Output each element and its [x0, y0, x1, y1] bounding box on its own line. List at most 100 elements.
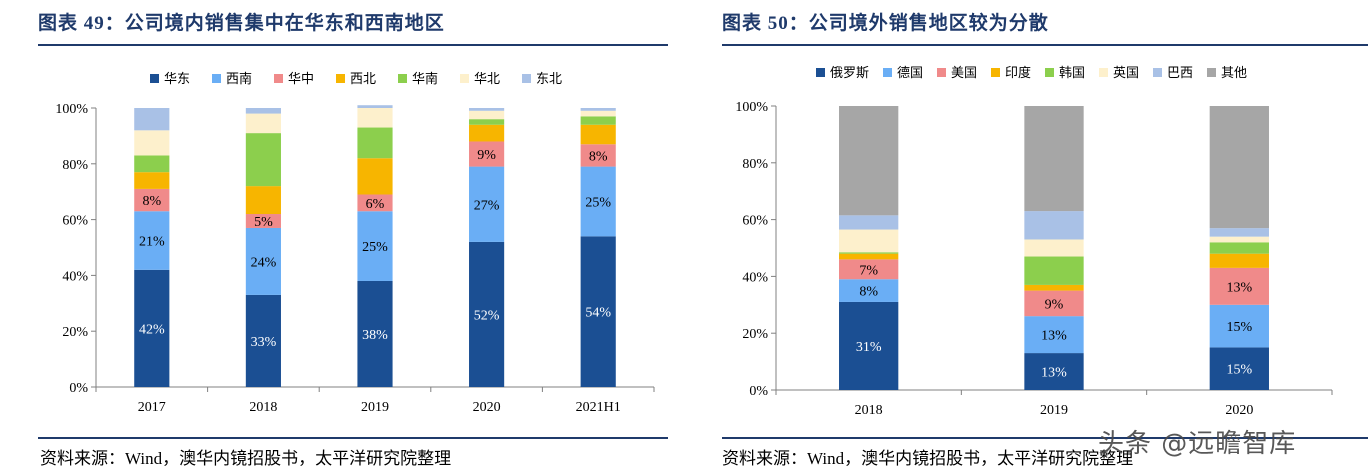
bar-segment	[839, 259, 899, 280]
data-label: 8%	[142, 194, 161, 209]
data-label: 13%	[1041, 329, 1067, 344]
x-tick-label: 2019	[1040, 403, 1068, 418]
data-label: 24%	[251, 255, 277, 270]
bar-segment	[245, 133, 281, 187]
bar-segment	[1024, 284, 1084, 291]
x-tick-label: 2020	[473, 400, 501, 415]
bar-segment	[1209, 228, 1269, 237]
legend-swatch	[460, 74, 469, 83]
bar-segment	[357, 158, 393, 195]
bar-segment	[1209, 267, 1269, 305]
bar-segment	[580, 108, 616, 111]
bar-segment	[1024, 106, 1084, 212]
bar-segment	[1209, 236, 1269, 243]
legend-label: 韩国	[1059, 65, 1085, 80]
watermark-text: 头条 @远瞻智库	[1098, 429, 1297, 459]
legend-label: 印度	[1005, 65, 1031, 80]
source-rule	[38, 437, 668, 439]
x-tick-label: 2019	[361, 400, 389, 415]
bar-segment	[245, 113, 281, 134]
bar-segment	[1024, 316, 1084, 354]
bar-segment	[580, 166, 616, 237]
bar-segment	[357, 105, 393, 108]
data-label: 13%	[1226, 280, 1252, 295]
y-tick-label: 80%	[62, 158, 88, 173]
overseas-sales-chart: 俄罗斯 德国 美国 印度 韩国 英国 巴西 其他 0% 20% 40% 60% 80% 100% 31% 8%…	[735, 65, 1333, 418]
legend-swatch	[274, 74, 283, 83]
data-label: 6%	[366, 197, 385, 212]
legend-swatch	[336, 74, 345, 83]
source-rule	[722, 437, 1368, 439]
x-tick-label: 2018	[249, 400, 277, 415]
bar-segment	[1024, 290, 1084, 317]
legend-swatch	[991, 68, 1000, 77]
bar-segment	[1024, 239, 1084, 257]
figure-50-panel: 图表 50：公司境外销售地区较为分散 俄罗斯 德国 美国 印度 韩国 英国 巴西 其他 0% 20…	[698, 0, 1368, 473]
data-label: 54%	[585, 306, 611, 321]
legend-label: 德国	[897, 65, 923, 80]
bar-segment	[1209, 304, 1269, 348]
legend-swatch	[212, 74, 221, 83]
bar-segment	[1209, 242, 1269, 254]
bar-segment	[245, 294, 281, 387]
figure-49-panel: 图表 49：公司境内销售集中在华东和西南地区 华东 西南 华中 西北 华南 华北 东北 0% 2…	[0, 0, 672, 473]
y-tick-label: 80%	[742, 157, 768, 172]
x-tick-label: 2020	[1225, 403, 1253, 418]
x-tick-label: 2017	[138, 400, 166, 415]
data-label: 31%	[856, 340, 882, 355]
legend-label: 巴西	[1167, 65, 1193, 80]
data-label: 27%	[474, 198, 500, 213]
data-label: 13%	[1041, 366, 1067, 381]
bar-segment	[134, 188, 170, 212]
bar-segment	[245, 214, 281, 228]
data-label: 5%	[254, 215, 273, 230]
bar-segment	[134, 108, 170, 131]
legend-swatch	[883, 68, 892, 77]
legend-label: 西南	[226, 71, 252, 86]
legend-swatch	[816, 68, 825, 77]
y-tick-label: 100%	[735, 100, 768, 115]
legend-swatch	[1153, 68, 1162, 77]
bar-segment	[357, 108, 393, 128]
bar-segment	[134, 155, 170, 173]
data-label: 42%	[139, 322, 165, 337]
bar-segment	[839, 229, 899, 253]
legend-swatch	[150, 74, 159, 83]
bar-segment	[134, 172, 170, 189]
y-tick-label: 20%	[742, 327, 768, 342]
y-tick-label: 40%	[62, 269, 88, 284]
bar-segment	[134, 211, 170, 270]
data-label: 7%	[859, 263, 878, 278]
legend-label: 其他	[1221, 65, 1247, 80]
bar-segment	[469, 241, 505, 387]
y-tick-label: 60%	[62, 214, 88, 229]
figure-50-source: 资料来源：Wind，澳华内镜招股书，太平洋研究院整理	[722, 449, 1134, 468]
legend-label: 华东	[164, 71, 190, 86]
legend-swatch	[1045, 68, 1054, 77]
bar-segment	[357, 211, 393, 281]
bar-segment	[134, 269, 170, 387]
legend-swatch	[1099, 68, 1108, 77]
bar-segment	[357, 127, 393, 159]
figure-49-title: 图表 49：公司境内销售集中在华东和西南地区	[38, 13, 445, 34]
bar-segment	[1209, 347, 1269, 390]
bar-segment	[580, 116, 616, 125]
legend-label: 华南	[412, 71, 438, 86]
y-tick-label: 0%	[69, 381, 88, 396]
legend-label: 华北	[474, 71, 500, 86]
bar-segment	[469, 141, 505, 167]
legend-label: 美国	[951, 65, 977, 80]
data-label: 8%	[589, 149, 608, 164]
data-label: 25%	[585, 195, 611, 210]
bar-segment	[1024, 211, 1084, 240]
domestic-sales-chart: 华东 西南 华中 西北 华南 华北 东北 0% 20% 40% 60% 80% 100% 42% 21% 8%…	[55, 71, 655, 415]
x-tick-label: 2021H1	[576, 400, 621, 415]
data-label: 15%	[1226, 363, 1252, 378]
data-label: 38%	[362, 328, 388, 343]
legend-swatch	[1207, 68, 1216, 77]
bar-segment	[839, 301, 899, 390]
bar-segment	[1024, 256, 1084, 285]
legend-swatch	[398, 74, 407, 83]
legend-label: 英国	[1113, 65, 1139, 80]
bar-segment	[1209, 106, 1269, 229]
